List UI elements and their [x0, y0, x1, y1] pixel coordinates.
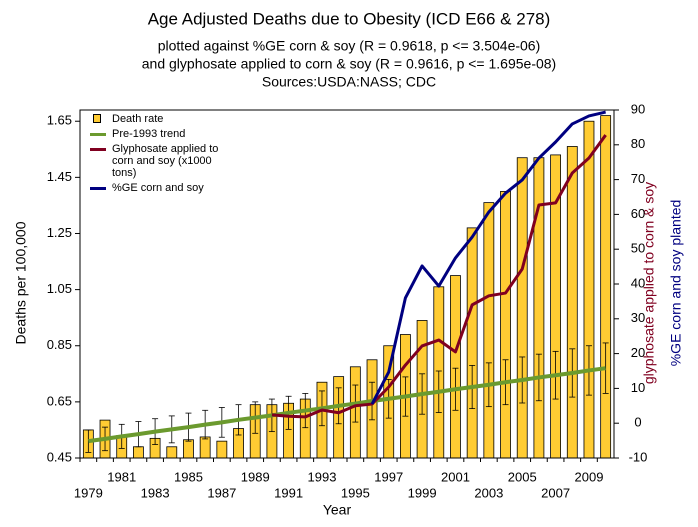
- x-tick-label: 2003: [474, 485, 503, 500]
- bar: [516, 157, 528, 459]
- y2-tick-label: 90: [631, 101, 645, 116]
- line: [88, 366, 606, 444]
- y2-tick-label: 40: [631, 275, 645, 290]
- legend-swatch: [93, 114, 101, 123]
- legend-label: Death rate: [112, 113, 164, 125]
- x-axis-label: Year: [323, 502, 352, 518]
- bar: [133, 446, 144, 459]
- subtitle: and glyphosate applied to corn & soy (R …: [142, 56, 556, 72]
- x-tick-label: 1997: [374, 469, 403, 484]
- y-axis-label: Deaths per 100,000: [13, 221, 29, 344]
- x-tick-label: 2007: [541, 485, 570, 500]
- legend-item: Glyphosate applied to corn and soy (x100…: [88, 143, 238, 179]
- x-tick-label: 1981: [107, 469, 136, 484]
- legend-label: %GE corn and soy: [112, 182, 204, 194]
- y-tick-label: 1.65: [47, 113, 72, 128]
- x-tick-label: 1985: [174, 469, 203, 484]
- legend-swatch: [90, 148, 106, 151]
- legend-item: %GE corn and soy: [88, 182, 238, 194]
- x-tick-label: 1995: [341, 485, 370, 500]
- bar: [566, 146, 578, 459]
- y2-tick-label: 80: [631, 136, 645, 151]
- legend-label: Glyphosate applied to corn and soy (x100…: [112, 143, 219, 179]
- y2-tick-label: 70: [631, 171, 645, 186]
- legend: Death rate Pre-1993 trend Glyphosate appli…: [88, 113, 238, 197]
- plot-frame: [79, 109, 615, 459]
- bar: [199, 436, 211, 459]
- y2-tick-label: 10: [631, 380, 645, 395]
- y-tick-label: 1.25: [47, 225, 72, 240]
- x-tick-label: 1987: [207, 485, 236, 500]
- y2-tick-label: 0: [634, 415, 641, 430]
- x-tick-label: 2009: [575, 469, 604, 484]
- x-tick-label: 1983: [141, 485, 170, 500]
- y2-tick-label: -10: [629, 449, 648, 464]
- x-tick-label: 1991: [274, 485, 303, 500]
- x-tick-label: 1993: [308, 469, 337, 484]
- subtitle: plotted against %GE corn & soy (R = 0.96…: [158, 38, 541, 54]
- bar: [183, 439, 194, 459]
- y-tick-label: 0.45: [47, 449, 72, 464]
- x-tick-label: 1979: [74, 485, 103, 500]
- y2-axis-label: glyphosate applied to corn & soy: [641, 182, 657, 384]
- y-tick-label: 0.85: [47, 337, 72, 352]
- line: [271, 134, 607, 419]
- legend-label: Pre-1993 trend: [112, 128, 186, 140]
- bar: [583, 120, 595, 459]
- y2-axis-label: %GE corn and soy planted: [668, 200, 684, 367]
- bar: [166, 446, 178, 459]
- y-tick-label: 1.05: [47, 281, 72, 296]
- line: [370, 110, 606, 405]
- y-tick-label: 1.45: [47, 169, 72, 184]
- legend-item: Death rate: [88, 113, 238, 125]
- y2-tick-label: 30: [631, 310, 645, 325]
- bar: [600, 115, 612, 459]
- bar: [500, 190, 511, 459]
- legend-swatch: [90, 133, 106, 136]
- chart-title: Age Adjusted Deaths due to Obesity (ICD …: [148, 9, 551, 28]
- x-tick-label: 1999: [408, 485, 437, 500]
- y2-tick-label: 60: [631, 206, 645, 221]
- bar: [483, 202, 495, 459]
- x-tick-label: 1989: [241, 469, 270, 484]
- legend-item: Pre-1993 trend: [88, 128, 238, 140]
- bar: [533, 157, 545, 459]
- y2-tick-label: 20: [631, 345, 645, 360]
- x-tick-label: 2001: [441, 469, 470, 484]
- y2-tick-label: 50: [631, 241, 645, 256]
- subtitle: Sources:USDA:NASS; CDC: [262, 74, 436, 90]
- bar: [216, 440, 228, 459]
- bar: [450, 275, 461, 459]
- legend-swatch: [90, 187, 106, 190]
- bar: [466, 227, 478, 459]
- y-tick-label: 0.65: [47, 393, 72, 408]
- x-tick-label: 2005: [508, 469, 537, 484]
